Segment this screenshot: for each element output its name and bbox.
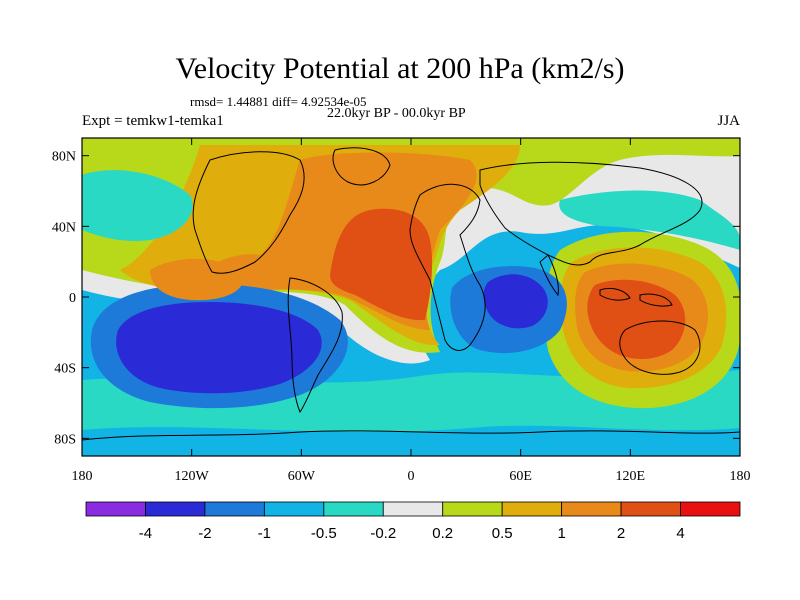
coastline-greenland	[332, 147, 391, 186]
contour-fill-layer	[82, 138, 740, 456]
colorbar-swatch	[85, 501, 146, 517]
contour-band-asia-cyan	[559, 190, 740, 250]
y-tick-label: 40S	[54, 362, 76, 377]
x-tick-label: 0	[408, 469, 415, 484]
season-label: JJA	[717, 113, 740, 129]
contour-band-northeast-pacific	[150, 258, 244, 301]
coastline-antarctica	[82, 430, 740, 441]
coastline-asia	[479, 161, 703, 266]
y-tick-label: 40N	[52, 220, 76, 235]
contour-band-south-pacific-2	[116, 302, 322, 394]
colorbar-label: -0.5	[311, 525, 337, 542]
x-tick-label: 120E	[616, 469, 646, 484]
colorbar-label: -1	[258, 525, 271, 542]
chart-title: Velocity Potential at 200 hPa (km2/s)	[175, 52, 625, 85]
x-tick-label: 180	[730, 469, 751, 484]
experiment-label: Expt = temkw1-temka1	[82, 113, 224, 129]
coastline-india	[539, 254, 559, 297]
coastline-north-america	[192, 151, 305, 274]
colorbar-label: -4	[139, 525, 152, 542]
x-tick-label: 180	[72, 469, 93, 484]
colorbar-label: -2	[198, 525, 211, 542]
colorbar-swatch	[442, 501, 503, 517]
colorbar-label: 4	[676, 525, 684, 542]
colorbar-label: 1	[557, 525, 565, 542]
y-tick-label: 80S	[54, 432, 76, 447]
y-tick-label: 80N	[52, 150, 76, 165]
coastlines-layer	[82, 147, 740, 441]
colorbar-label: -0.2	[370, 525, 396, 542]
x-tick-label: 120W	[175, 469, 210, 484]
contour-band-positive-2	[330, 208, 433, 321]
colorbar-swatch	[382, 501, 444, 517]
colorbar-swatch	[620, 501, 681, 517]
period-label: 22.0kyr BP - 00.0kyr BP	[327, 106, 466, 121]
colorbar-swatch	[263, 501, 325, 517]
colorbar-swatch	[501, 501, 563, 517]
coastline-indonesia	[599, 287, 673, 307]
contour-band-africa-2	[483, 274, 548, 329]
colorbar-swatch	[204, 501, 265, 517]
coastline-south-america	[287, 277, 343, 414]
colorbar-label: 0.5	[492, 525, 513, 542]
rmsd-diff-stats: rmsd= 1.44881 diff= 4.92534e-05	[190, 94, 367, 109]
colorbar-swatch	[561, 501, 622, 517]
x-tick-label: 60W	[288, 469, 316, 484]
colorbar-swatch	[145, 501, 206, 517]
y-tick-label: 0	[69, 291, 76, 306]
contour-band-north-pacific-cyan	[82, 170, 193, 241]
coastline-europe-africa	[409, 183, 486, 351]
colorbar-swatch	[680, 501, 741, 517]
contour-band-antarctic	[82, 425, 740, 456]
coastline-australia	[619, 320, 701, 375]
colorbar-group: -4 -2 -1 -0.5 -0.2 0.2 0.5 1 2 4	[85, 501, 741, 542]
colorbar-label: 0.2	[432, 525, 453, 542]
x-tick-label: 60E	[509, 469, 532, 484]
axis-ticks-group: 180 120W 60W 0 60E 120E 180 80N 40N 0 40S 80S	[52, 138, 751, 484]
colorbar-label: 2	[617, 525, 625, 542]
colorbar-swatch	[323, 501, 384, 517]
